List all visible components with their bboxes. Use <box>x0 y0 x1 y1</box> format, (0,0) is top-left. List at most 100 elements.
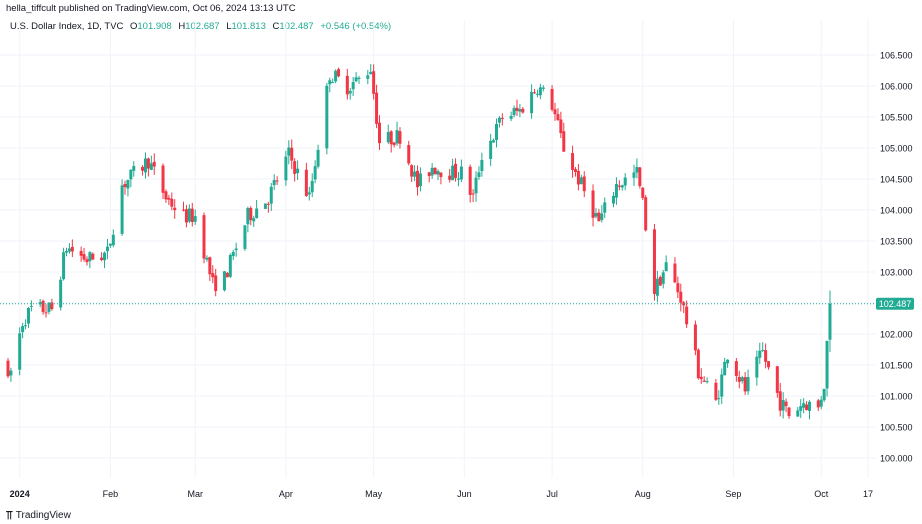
candle-up <box>187 208 191 222</box>
candle-up <box>781 400 785 411</box>
candle-down <box>775 366 779 393</box>
candle-up <box>26 307 30 324</box>
candle-down <box>767 361 771 368</box>
candle-down <box>416 170 420 188</box>
candle-up <box>623 177 627 186</box>
candle-up <box>755 356 759 378</box>
candle-up <box>313 166 317 180</box>
candle-down <box>398 131 402 144</box>
candle-up <box>655 278 659 296</box>
candle-down <box>454 163 458 178</box>
candles-layer <box>6 64 832 420</box>
candle-down <box>141 166 145 171</box>
candle-down <box>211 273 215 278</box>
candle-up <box>328 80 332 85</box>
candle-down <box>173 207 177 211</box>
candle-up <box>24 325 28 327</box>
y-tick-label: 100.000 <box>880 454 913 464</box>
candle-down <box>161 165 165 193</box>
candle-up <box>310 180 314 193</box>
candle-up <box>530 91 534 114</box>
candle-down <box>249 207 253 221</box>
candle-down <box>290 147 294 161</box>
candle-up <box>103 252 107 261</box>
candle-down <box>562 131 566 152</box>
candle-up <box>284 156 288 181</box>
candle-up <box>47 302 51 312</box>
candle-down <box>448 175 452 180</box>
symbol-legend: U.S. Dollar Index, 1D, TVC O101.908 H102… <box>10 21 391 32</box>
candle-down <box>500 117 504 119</box>
candle-down <box>79 250 83 256</box>
candle-up <box>746 377 750 392</box>
candle-down <box>184 209 188 223</box>
candle-down <box>410 165 414 177</box>
price-axis: 100.000100.500101.000101.500102.000102.5… <box>880 51 913 464</box>
candle-up <box>143 158 147 173</box>
candle-up <box>105 246 109 252</box>
candle-up <box>21 326 25 333</box>
candle-up <box>594 213 598 217</box>
candle-down <box>652 229 656 294</box>
candle-down <box>582 176 586 192</box>
candle-down <box>304 169 308 196</box>
x-tick-label: Jun <box>457 489 472 499</box>
high-label: H <box>178 21 186 32</box>
candle-down <box>225 272 229 278</box>
candle-up <box>331 82 335 84</box>
symbol-name: U.S. Dollar Index, 1D, TVC <box>10 21 124 32</box>
last-price-tag-bg <box>876 297 914 310</box>
candle-up <box>263 203 267 209</box>
candle-up <box>38 302 42 305</box>
candle-up <box>354 77 358 82</box>
y-tick-label: 106.000 <box>880 82 913 92</box>
candle-down <box>571 153 575 170</box>
candle-down <box>471 193 475 195</box>
candle-down <box>293 161 297 174</box>
candle-down <box>44 312 48 314</box>
candle-up <box>272 179 276 186</box>
candle-down <box>70 246 74 252</box>
y-tick-label: 101.000 <box>880 392 913 402</box>
y-tick-label: 103.500 <box>880 237 913 247</box>
x-tick-label: Feb <box>103 489 119 499</box>
candle-up <box>600 213 604 220</box>
candle-up <box>495 123 499 140</box>
publisher-line: hella_tiffcult published on TradingView.… <box>6 3 296 14</box>
candle-up <box>761 350 765 352</box>
candle-down <box>641 187 645 198</box>
candle-down <box>591 190 595 218</box>
candle-up <box>492 140 496 143</box>
candle-up <box>395 130 399 144</box>
y-tick-label: 105.500 <box>880 113 913 123</box>
candle-up <box>509 115 513 119</box>
x-tick-label: 2024 <box>10 489 30 499</box>
candle-down <box>377 122 381 144</box>
candle-down <box>427 172 431 177</box>
candle-up <box>497 117 501 123</box>
change-value: +0.546 (+0.54%) <box>320 21 392 32</box>
y-tick-label: 101.500 <box>880 361 913 371</box>
candle-down <box>702 380 706 382</box>
candle-down <box>638 167 642 187</box>
candle-up <box>316 149 320 167</box>
candle-up <box>664 262 668 272</box>
candle-down <box>682 302 686 306</box>
candle-down <box>676 283 680 293</box>
candle-up <box>822 388 826 401</box>
candle-up <box>325 85 329 149</box>
x-tick-label: 17 <box>863 489 873 499</box>
candle-up <box>720 374 724 397</box>
candle-up <box>269 186 273 204</box>
candle-up <box>705 381 709 383</box>
time-axis: 2024 Feb Mar Apr May Jun Jul Aug Sep Oct 17 <box>10 489 873 499</box>
candle-up <box>132 166 136 171</box>
candle-up <box>612 195 616 204</box>
footer-brand[interactable]: TradingView <box>15 510 71 521</box>
candle-down <box>699 376 703 380</box>
candle-up <box>436 171 440 175</box>
candle-up <box>632 172 636 178</box>
tradingview-logo-icon[interactable]: ⫪ <box>6 508 13 522</box>
candle-down <box>164 191 168 200</box>
